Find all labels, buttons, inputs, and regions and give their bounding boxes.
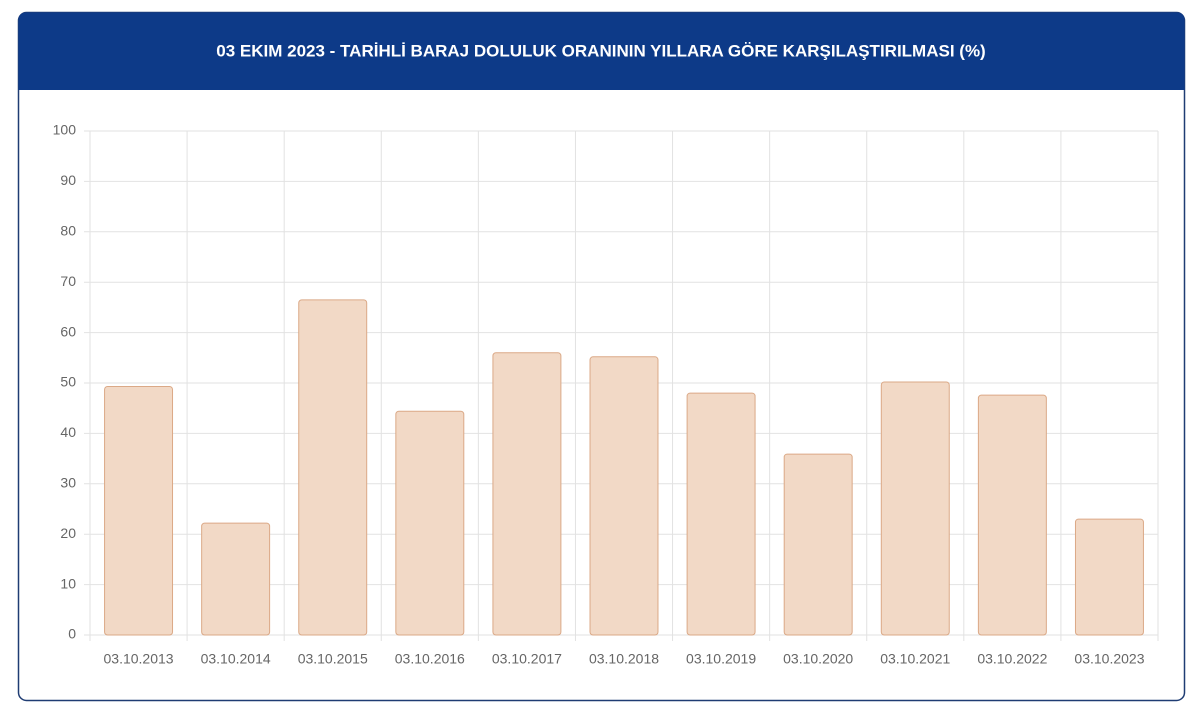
y-tick-label: 30: [60, 475, 76, 491]
x-tick-label: 03.10.2022: [977, 651, 1047, 667]
bar: [589, 356, 659, 636]
y-tick-label: 70: [60, 273, 76, 289]
x-tick-label: 03.10.2020: [783, 651, 853, 667]
x-tick-label: 03.10.2015: [298, 651, 368, 667]
bar: [104, 386, 174, 636]
bar: [880, 381, 950, 636]
card-header: [18, 12, 1185, 90]
x-tick-label: 03.10.2019: [686, 651, 756, 667]
x-tick-label: 03.10.2017: [492, 651, 562, 667]
y-tick-label: 90: [60, 172, 76, 188]
bar: [977, 394, 1047, 636]
x-tick-label: 03.10.2018: [589, 651, 659, 667]
y-tick-label: 20: [60, 525, 76, 541]
bar: [1074, 518, 1144, 636]
x-tick-label: 03.10.2021: [880, 651, 950, 667]
y-tick-label: 40: [60, 424, 76, 440]
bar: [686, 392, 756, 636]
y-tick-label: 0: [68, 626, 76, 642]
y-tick-label: 10: [60, 575, 76, 591]
x-tick-label: 03.10.2014: [201, 651, 271, 667]
y-tick-label: 60: [60, 323, 76, 339]
bar: [783, 453, 853, 636]
y-tick-label: 100: [53, 122, 77, 138]
bar: [395, 410, 465, 636]
bar: [201, 522, 271, 636]
bar: [492, 352, 562, 636]
chart-title: 03 EKIM 2023 - TARİHLİ BARAJ DOLULUK ORA…: [216, 41, 985, 60]
x-tick-label: 03.10.2013: [104, 651, 174, 667]
x-tick-label: 03.10.2016: [395, 651, 465, 667]
y-tick-label: 80: [60, 223, 76, 239]
bar: [298, 299, 368, 636]
y-tick-label: 50: [60, 374, 76, 390]
x-tick-label: 03.10.2023: [1074, 651, 1144, 667]
